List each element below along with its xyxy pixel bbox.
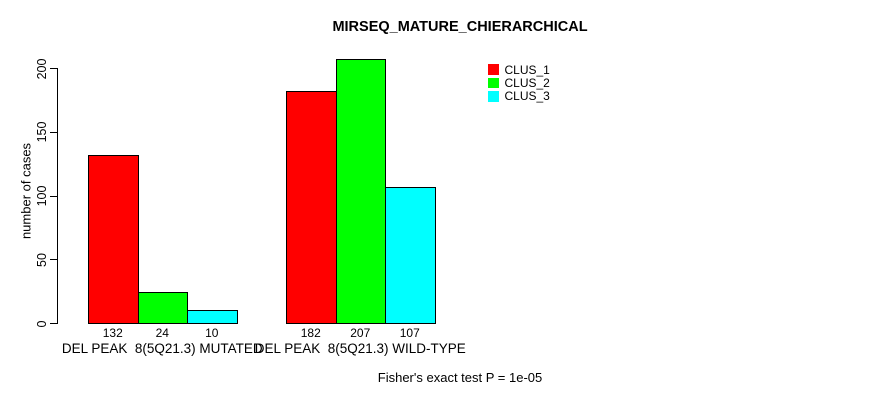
bar-value-label: 10 (205, 326, 219, 340)
y-tick-label: 200 (35, 58, 49, 79)
y-tick-label: 50 (35, 252, 49, 267)
y-tick-label: 150 (35, 121, 49, 143)
bar-value-label: 182 (300, 326, 321, 340)
bar-CLUS_1-group0 (88, 154, 139, 324)
chart-title: MIRSEQ_MATURE_CHIERARCHICAL (332, 19, 588, 35)
y-tick-mark (50, 68, 57, 69)
legend-label: CLUS_1 (504, 62, 550, 77)
bar-CLUS_2-group1 (335, 59, 386, 324)
bar-value-label: 132 (102, 326, 123, 340)
legend: CLUS_1 CLUS_2 CLUS_3 (488, 63, 550, 103)
bar-CLUS_2-group0 (137, 292, 188, 324)
legend-swatch-icon (488, 77, 499, 89)
legend-swatch-icon (488, 64, 499, 75)
legend-row-CLUS_1: CLUS_1 (488, 62, 550, 77)
legend-swatch-icon (488, 91, 499, 102)
y-tick-mark (50, 195, 57, 197)
category-label: DEL PEAK 8(5Q21.3) WILD-TYPE (254, 341, 466, 356)
legend-label: CLUS_3 (504, 89, 550, 104)
bar-CLUS_3-group1 (385, 186, 436, 324)
legend-label: CLUS_2 (504, 76, 550, 91)
bar-value-label: 207 (350, 326, 371, 340)
bar-CLUS_3-group0 (187, 310, 238, 324)
y-axis-line (57, 68, 58, 324)
y-tick-label: 0 (35, 320, 49, 327)
y-tick-label: 100 (35, 185, 49, 207)
y-tick-mark (50, 323, 57, 324)
fisher-test-note: Fisher's exact test P = 1e-05 (377, 370, 543, 385)
legend-row-CLUS_3: CLUS_3 (488, 89, 550, 104)
bar-value-label: 107 (399, 326, 420, 340)
bar-value-label: 24 (155, 326, 169, 340)
bar-CLUS_1-group1 (286, 90, 337, 324)
y-tick-mark (50, 131, 57, 133)
category-label: DEL PEAK 8(5Q21.3) MUTATED (61, 341, 263, 356)
legend-row-CLUS_2: CLUS_2 (488, 76, 550, 91)
y-tick-mark (50, 259, 57, 261)
y-axis-label: number of cases (18, 142, 34, 240)
